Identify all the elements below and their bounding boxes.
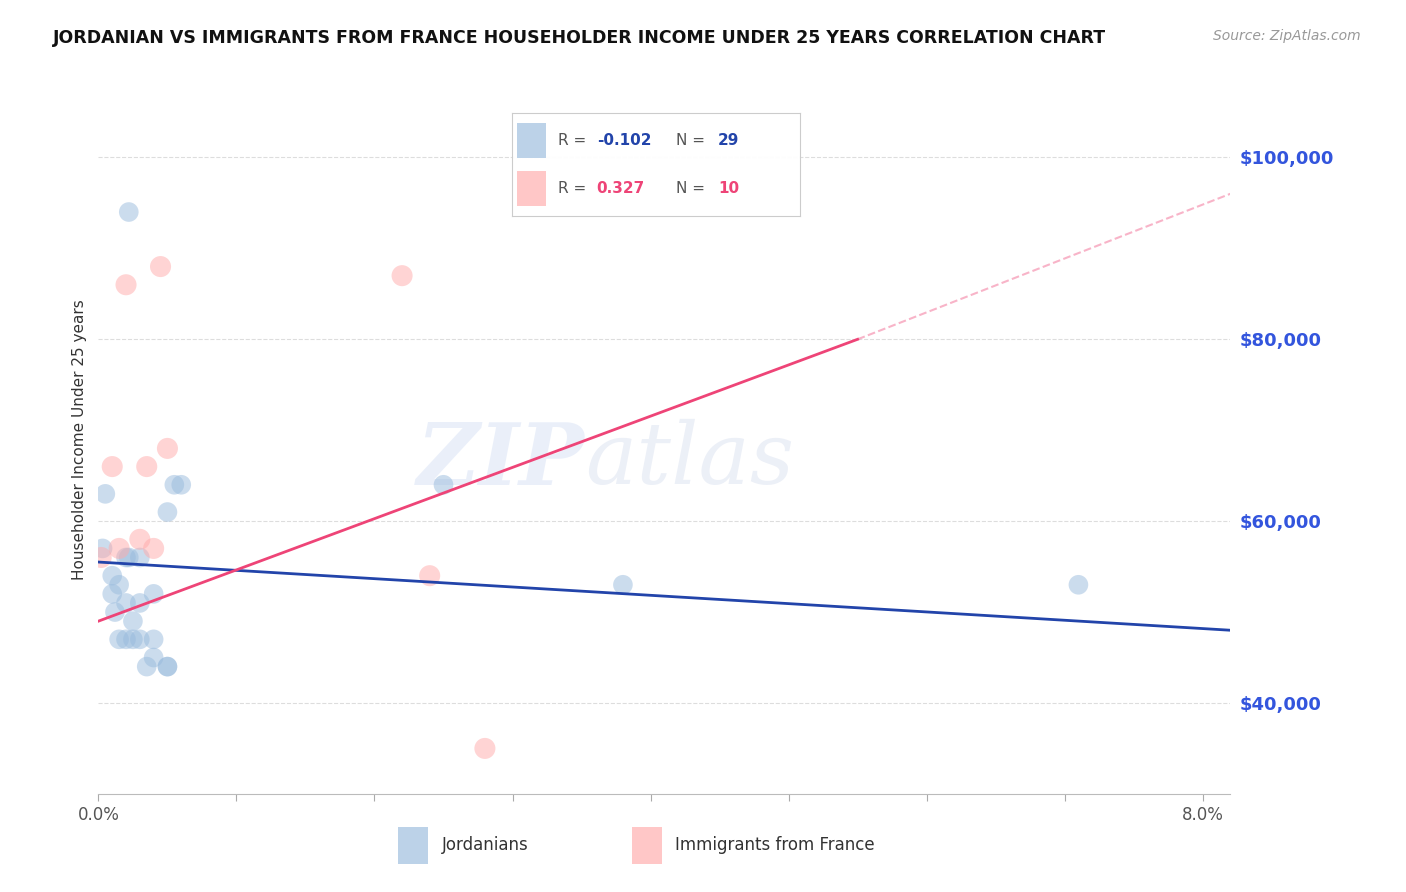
Point [156,659,179,673]
Point [115,632,138,647]
Point [142,587,165,601]
Point [156,442,179,456]
Point [115,596,138,610]
Point [108,578,131,592]
Point [142,541,165,556]
Point [1067,578,1090,592]
Point [115,550,138,565]
Point [156,505,179,519]
Point [128,632,150,647]
Point [90,550,112,565]
Point [108,541,131,556]
Point [142,650,165,665]
Point [419,568,441,582]
Point [115,277,138,292]
Text: Source: ZipAtlas.com: Source: ZipAtlas.com [1213,29,1361,43]
Point [101,587,124,601]
Point [474,741,496,756]
Point [149,260,172,274]
Text: ZIP: ZIP [418,419,585,502]
Point [432,477,454,491]
Point [122,632,145,647]
Point [108,632,131,647]
Text: JORDANIAN VS IMMIGRANTS FROM FRANCE HOUSEHOLDER INCOME UNDER 25 YEARS CORRELATIO: JORDANIAN VS IMMIGRANTS FROM FRANCE HOUS… [53,29,1107,46]
Point [128,550,150,565]
Y-axis label: Householder Income Under 25 years: Householder Income Under 25 years [72,299,87,580]
Point [612,578,634,592]
Point [135,659,157,673]
Point [118,205,141,219]
Point [163,477,186,491]
Point [104,605,127,619]
Point [118,550,141,565]
Point [391,268,413,283]
Point [156,659,179,673]
Point [170,477,193,491]
Point [122,614,145,628]
Point [101,568,124,582]
Text: atlas: atlas [585,419,794,502]
Point [94,487,117,501]
Point [142,632,165,647]
Point [101,459,124,474]
Point [128,596,150,610]
Point [135,459,157,474]
Point [91,541,114,556]
Point [128,533,150,547]
